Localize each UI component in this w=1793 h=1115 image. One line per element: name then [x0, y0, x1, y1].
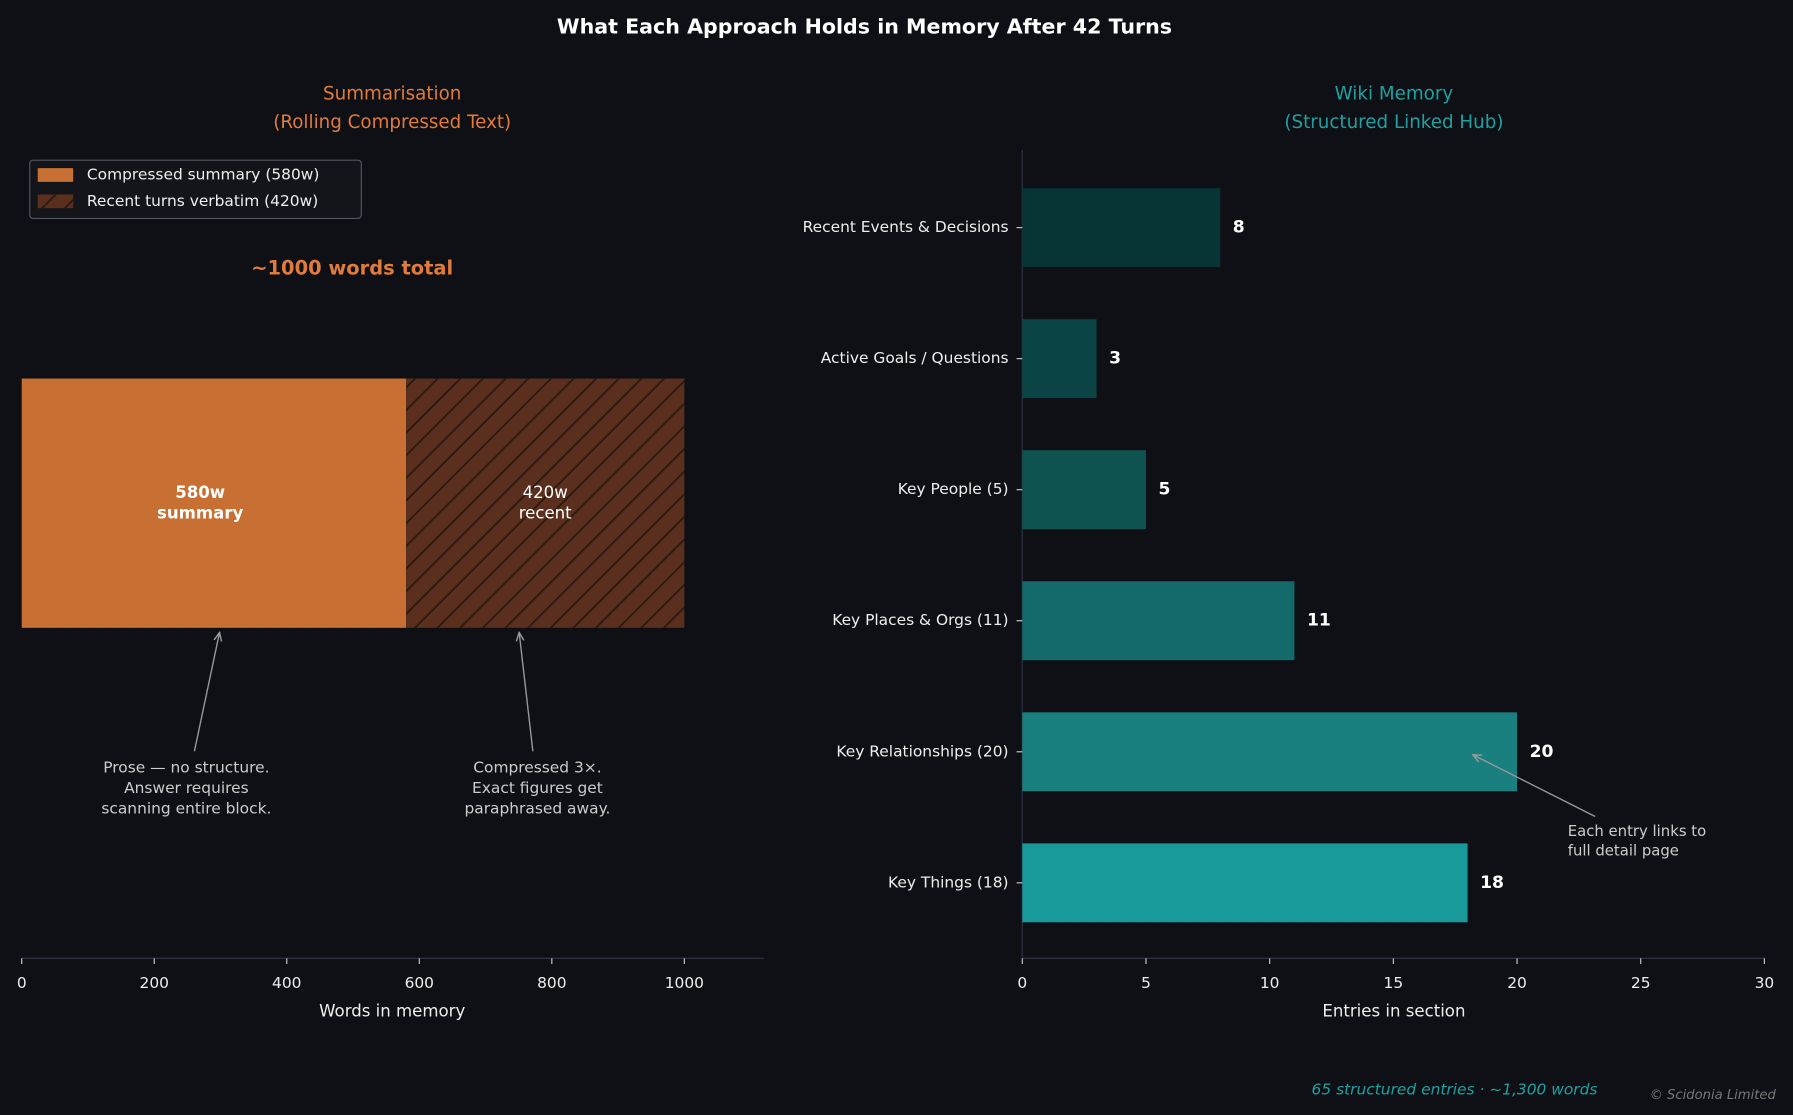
x-tick-label: 0 — [1017, 974, 1027, 992]
value-label: 18 — [1480, 873, 1504, 893]
bar-segment — [21, 378, 407, 628]
total-label: ~1000 words total — [251, 256, 453, 279]
x-tick-label: 1000 — [665, 974, 704, 992]
x-tick-label: 0 — [17, 974, 27, 992]
figure-title: What Each Approach Holds in Memory After… — [557, 14, 1172, 38]
x-tick-label: 800 — [537, 974, 566, 992]
x-tick-label: 200 — [140, 974, 169, 992]
x-tick-label: 30 — [1755, 974, 1775, 992]
legend-box — [29, 159, 362, 220]
bar-label: 420w recent — [519, 482, 572, 522]
annotation: Prose — no structure. Answer requires scan… — [101, 758, 271, 817]
value-label: 11 — [1307, 611, 1331, 631]
y-tick-label: Recent Events & Decisions — [803, 218, 1009, 236]
bar — [1022, 188, 1221, 268]
y-tick-label: Active Goals / Questions — [821, 349, 1009, 367]
x-tick-label: 20 — [1507, 974, 1527, 992]
bar — [1022, 581, 1295, 661]
x-axis-label: Entries in section — [1322, 1002, 1465, 1021]
legend-hatch — [37, 194, 74, 209]
y-tick-label: Key Places & Orgs (11) — [832, 611, 1008, 629]
value-label: 8 — [1233, 218, 1245, 238]
annotation: Compressed 3×. Exact figures get paraphras… — [464, 758, 610, 817]
bar — [1022, 712, 1518, 792]
value-label: 5 — [1159, 480, 1171, 500]
x-tick-label: 15 — [1384, 974, 1404, 992]
copyright: © Scidonia Limited — [1650, 1088, 1777, 1103]
y-tick-label: Key People (5) — [898, 480, 1009, 498]
y-tick-label: Key Relationships (20) — [836, 742, 1008, 760]
x-tick-label: 600 — [405, 974, 434, 992]
legend-swatch — [37, 168, 74, 182]
value-label: 3 — [1109, 349, 1121, 369]
x-tick-label: 5 — [1141, 974, 1151, 992]
value-label: 20 — [1530, 742, 1554, 762]
footer: 65 structured entries · ~1,300 words — [1312, 1080, 1598, 1098]
subplot-title: Wiki Memory (Structured Linked Hub) — [1284, 83, 1503, 133]
legend-label: Recent turns verbatim (420w) — [87, 192, 318, 210]
arrow — [519, 632, 534, 752]
annotation: Each entry links to full detail page — [1568, 822, 1706, 859]
bar-label: 580w summary — [157, 482, 244, 522]
legend-label: Compressed summary (580w) — [87, 166, 320, 184]
bar — [1022, 319, 1097, 399]
x-axis-label: Words in memory — [319, 1002, 465, 1021]
arrow — [193, 632, 219, 752]
bar — [1022, 450, 1146, 530]
x-tick-label: 10 — [1260, 974, 1280, 992]
hatch — [406, 378, 685, 628]
x-tick-label: 25 — [1631, 974, 1651, 992]
y-tick-label: Key Things (18) — [888, 873, 1009, 891]
subplot-title: Summarisation (Rolling Compressed Text) — [273, 83, 511, 133]
bar — [1022, 843, 1468, 923]
arrow — [1473, 755, 1596, 818]
x-tick-label: 400 — [272, 974, 301, 992]
